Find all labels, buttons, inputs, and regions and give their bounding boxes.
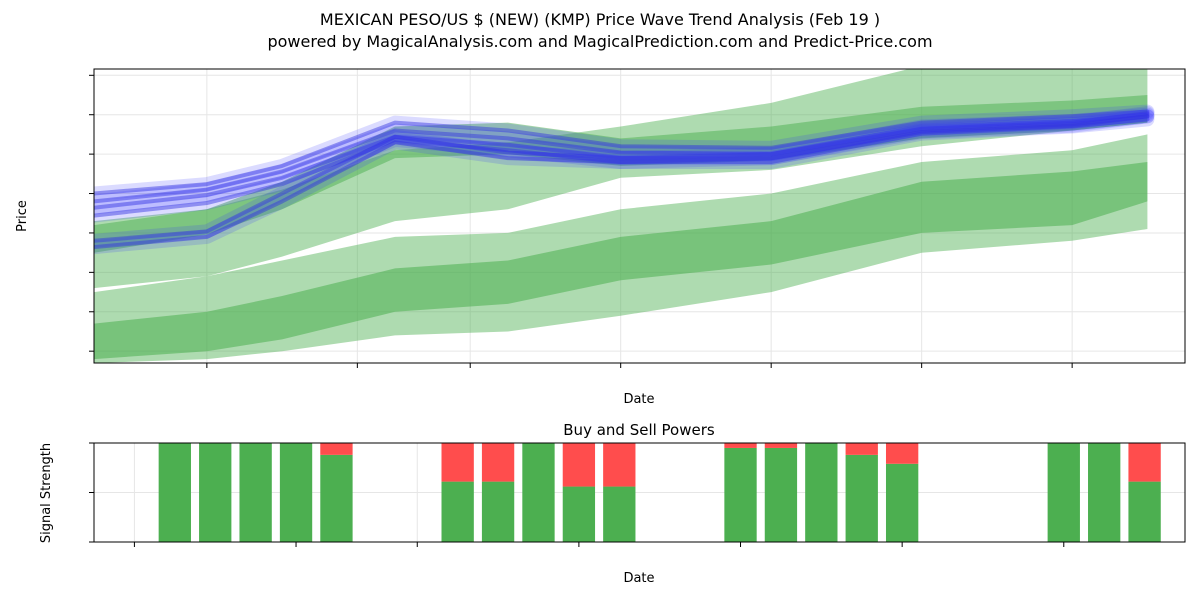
buy-power-bar xyxy=(885,463,919,542)
top-axes-frame xyxy=(93,68,1186,364)
buy-power-bar xyxy=(522,443,555,542)
buy-power-bar xyxy=(603,486,636,542)
sell-power-bar xyxy=(724,443,757,448)
top-plot-area xyxy=(94,69,1155,363)
sell-power-bar xyxy=(481,443,515,482)
blue-wave-line xyxy=(94,117,1150,218)
blue-wave-line-glow xyxy=(94,104,1155,201)
blue-wave-line xyxy=(94,109,1150,196)
sell-power-bar xyxy=(764,443,798,448)
buy-power-bar xyxy=(845,454,878,542)
buy-power-bar xyxy=(158,443,191,542)
bottom-x-axis-label: Date xyxy=(623,571,654,586)
top-y-axis-label: Price xyxy=(15,200,30,232)
buy-power-bar xyxy=(239,443,272,542)
blue-wave-line-glow xyxy=(94,109,1155,255)
blue-wave-line-glow xyxy=(94,112,1155,223)
chart-title: MEXICAN PESO/US $ (NEW) (KMP) Price Wave… xyxy=(320,10,880,29)
sell-power-bar xyxy=(885,443,919,464)
bottom-chart-title: Buy and Sell Powers xyxy=(563,421,715,439)
buy-power-bar xyxy=(562,486,596,542)
chart-subtitle: powered by MagicalAnalysis.com and Magic… xyxy=(267,32,932,51)
buy-power-bar xyxy=(1128,481,1161,542)
buy-power-bar xyxy=(441,481,474,542)
buy-power-bar xyxy=(320,454,353,542)
buy-power-bar xyxy=(764,447,798,542)
blue-wave-line xyxy=(94,114,1150,250)
bottom-y-ticks xyxy=(89,442,94,543)
blue-wave-line-glow xyxy=(94,106,1155,248)
bottom-x-ticks xyxy=(133,542,1065,547)
blue-wave-line xyxy=(94,112,1150,204)
bottom-y-axis-label: Signal Strength xyxy=(39,443,54,543)
sell-power-bar xyxy=(1128,443,1161,482)
buy-power-bar xyxy=(481,481,515,542)
blue-wave-line-glow xyxy=(94,109,1155,215)
buy-power-bar xyxy=(805,443,838,542)
sell-power-bar xyxy=(441,443,474,482)
blue-wave-line-glow xyxy=(94,107,1155,209)
blue-wave-line xyxy=(94,114,1150,210)
sell-power-bar xyxy=(845,443,878,455)
green-wave-band xyxy=(94,162,1148,360)
buy-power-bar xyxy=(1047,443,1080,542)
buy-power-bar xyxy=(724,447,757,542)
sell-power-bar xyxy=(562,443,596,487)
bottom-plot-area xyxy=(158,443,1161,542)
sell-power-bar xyxy=(320,443,353,455)
buy-power-bar xyxy=(199,443,232,542)
blue-wave-line xyxy=(94,111,1150,243)
green-wave-band xyxy=(94,95,1148,253)
top-y-ticks xyxy=(89,74,94,352)
buy-power-bar xyxy=(279,443,313,542)
top-x-ticks xyxy=(206,363,1073,368)
top-x-axis-label: Date xyxy=(623,392,654,407)
buy-power-bar xyxy=(1088,443,1121,542)
sell-power-bar xyxy=(603,443,636,487)
